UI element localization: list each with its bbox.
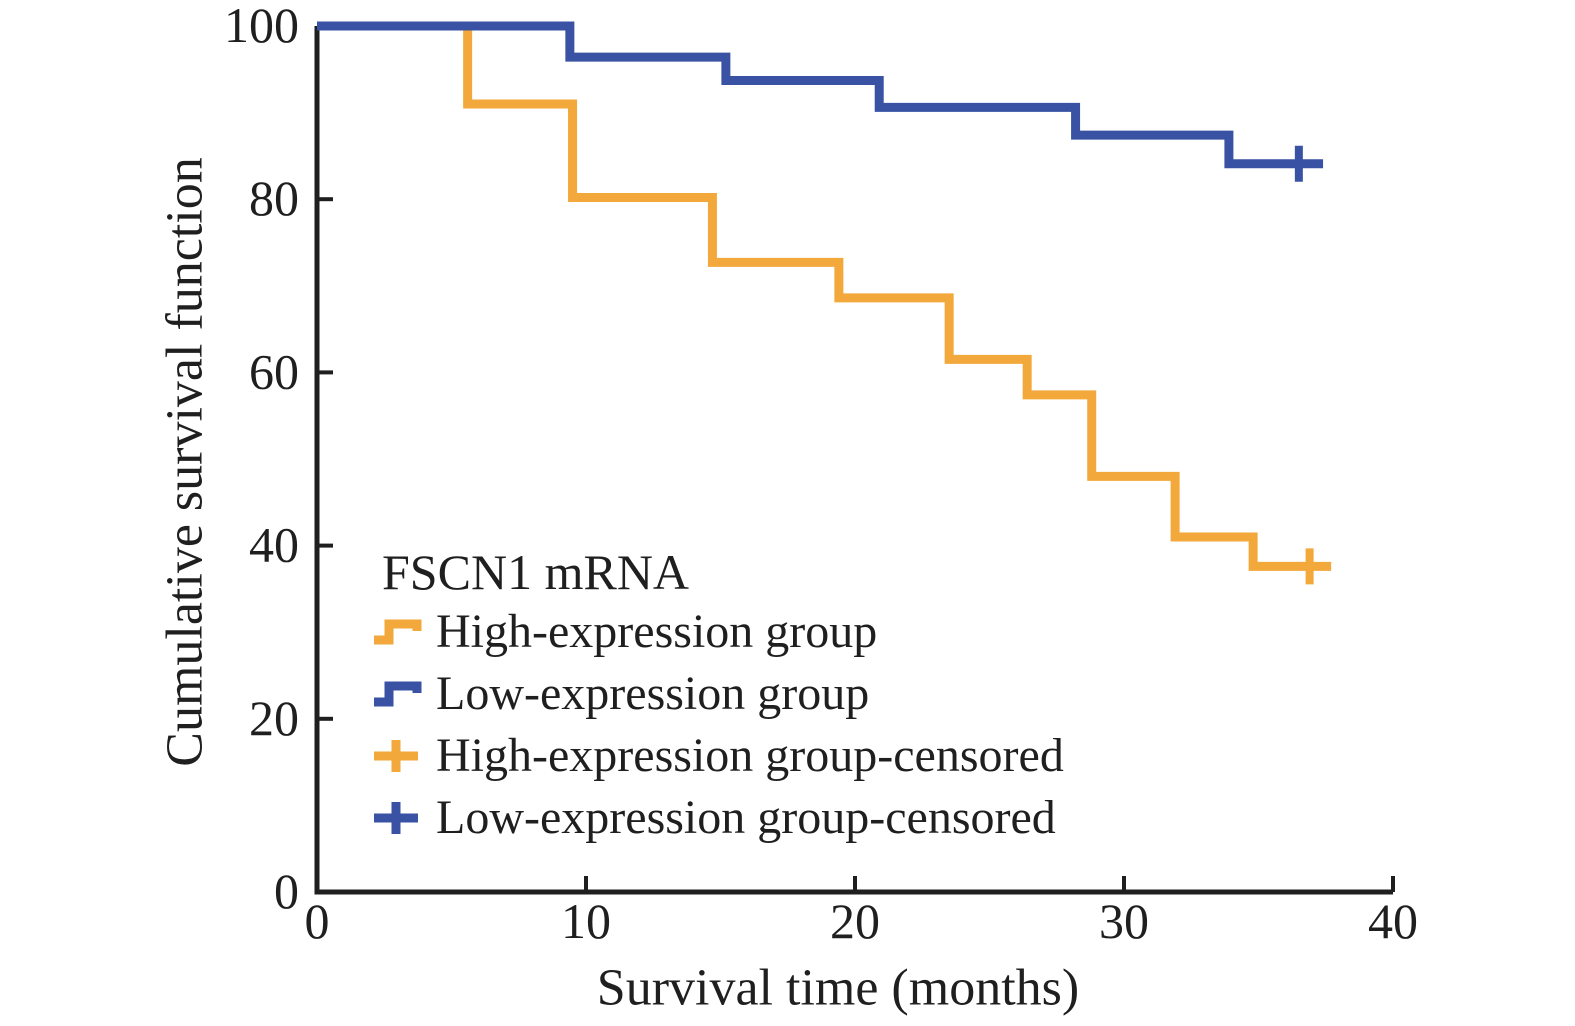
legend-title: FSCN1 mRNA bbox=[382, 544, 690, 600]
x-axis-title: Survival time (months) bbox=[596, 959, 1080, 1017]
legend-item-low-expression-censored: Low-expression group-censored bbox=[372, 787, 1064, 849]
y-tick-label: 60 bbox=[249, 343, 299, 399]
low-expression-curve bbox=[317, 21, 1324, 169]
legend: FSCN1 mRNA High-expression group Low-exp… bbox=[372, 543, 1064, 849]
x-tick-label: 20 bbox=[830, 893, 880, 949]
x-tick-label: 40 bbox=[1368, 893, 1418, 949]
plus-marker-icon bbox=[372, 737, 430, 775]
axes-lines bbox=[314, 26, 1393, 895]
legend-item-low-expression: Low-expression group bbox=[372, 663, 1064, 725]
x-tick-label: 30 bbox=[1099, 893, 1149, 949]
high-expression-curve bbox=[317, 21, 1332, 571]
plus-marker-icon bbox=[372, 799, 430, 837]
legend-label: Low-expression group bbox=[436, 667, 870, 720]
step-marker-icon bbox=[372, 680, 430, 708]
legend-label: High-expression group-censored bbox=[436, 729, 1064, 782]
legend-label: High-expression group bbox=[436, 605, 878, 658]
y-tick-label: 40 bbox=[249, 517, 299, 573]
legend-item-high-expression-censored: High-expression group-censored bbox=[372, 725, 1064, 787]
y-tick-label: 80 bbox=[249, 170, 299, 226]
y-tick-label: 100 bbox=[224, 0, 299, 53]
x-tick-label: 10 bbox=[561, 893, 611, 949]
legend-item-high-expression: High-expression group bbox=[372, 601, 1064, 663]
y-axis-title: Cumulative survival function bbox=[156, 157, 214, 767]
step-marker-icon bbox=[372, 618, 430, 646]
y-tick-label: 20 bbox=[249, 690, 299, 746]
legend-label: Low-expression group-censored bbox=[436, 791, 1056, 844]
y-tick-label: 0 bbox=[274, 863, 299, 919]
x-tick-label: 0 bbox=[305, 893, 330, 949]
